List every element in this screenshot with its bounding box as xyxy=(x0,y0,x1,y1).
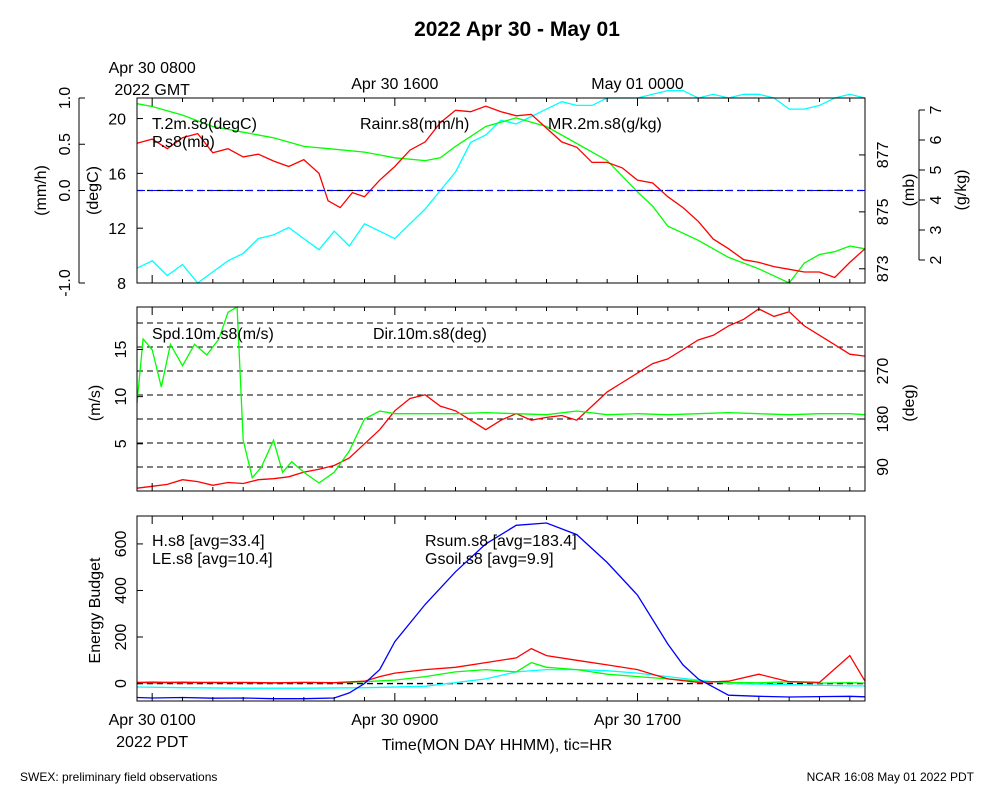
tick-deg: 180 xyxy=(875,406,892,433)
footer-right: NCAR 16:08 May 01 2022 PDT xyxy=(807,770,975,784)
series-le-line xyxy=(136,661,866,684)
legend-le: LE.s8 [avg=10.4] xyxy=(152,551,273,568)
axis-label-gkg: (g/kg) xyxy=(953,170,970,211)
tick-energy: 400 xyxy=(113,577,130,604)
bottom-axis-label: Apr 30 1700 xyxy=(594,712,681,729)
tick-deg: 270 xyxy=(875,358,892,385)
series-layer xyxy=(136,89,866,700)
bottom-axis-label: Apr 30 0900 xyxy=(351,712,438,729)
tick-energy: 200 xyxy=(113,624,130,651)
chart-title: 2022 Apr 30 - May 01 xyxy=(414,18,620,41)
top-axis-label: May 01 0000 xyxy=(591,76,684,93)
footer-left: SWEX: preliminary field observations xyxy=(20,770,217,784)
axis-label-ms: (m/s) xyxy=(87,385,104,421)
top-axis-label: Apr 30 0800 xyxy=(109,60,196,77)
tick-mb: 873 xyxy=(875,255,892,282)
tick-deg: 90 xyxy=(875,458,892,476)
text-layer: -1.00.00.51.0(mm/h)8121620(degC)87387587… xyxy=(33,60,970,751)
tick-degc: 8 xyxy=(117,276,126,293)
grid-layer xyxy=(137,189,865,685)
tick-degc: 20 xyxy=(108,112,126,129)
series-h-line xyxy=(136,647,866,684)
bottom-axis-label: 2022 PDT xyxy=(116,734,188,751)
tick-gkg: 2 xyxy=(928,255,945,264)
axis-label-mmh: (mm/h) xyxy=(33,165,50,216)
series-pressure-line xyxy=(136,103,866,284)
series-temperature-line xyxy=(136,105,866,279)
legend-rsum: Rsum.s8 [avg=183.4] xyxy=(425,533,577,550)
tick-energy: 600 xyxy=(113,530,130,557)
tick-mmh: 0.5 xyxy=(57,133,74,155)
middle-panel-frame xyxy=(136,306,866,492)
tick-degc: 12 xyxy=(108,221,126,238)
x-axis-label: Time(MON DAY HHMM), tic=HR xyxy=(382,737,612,754)
tick-mmh: -1.0 xyxy=(57,269,74,297)
axis-label-degc: (degC) xyxy=(85,166,102,215)
series-mr-line xyxy=(136,89,866,284)
legend-mr: MR.2m.s8(g/kg) xyxy=(548,116,662,133)
tick-mb: 875 xyxy=(875,198,892,225)
legend-direction: Dir.10m.s8(deg) xyxy=(373,326,487,343)
series-gsoil-line xyxy=(136,668,865,689)
top-panel-frame xyxy=(136,97,866,284)
legend-h: H.s8 [avg=33.4] xyxy=(152,533,265,550)
series-direction-line xyxy=(136,305,866,484)
top-axis-label: 2022 GMT xyxy=(114,82,190,99)
top-axis-label: Apr 30 1600 xyxy=(351,76,438,93)
tick-gkg: 5 xyxy=(928,165,945,174)
bottom-axis-label: Apr 30 0100 xyxy=(109,712,196,729)
tick-ms: 5 xyxy=(113,439,130,448)
tick-mb: 877 xyxy=(875,141,892,168)
frame-layer xyxy=(78,97,925,702)
legend-rain: Rainr.s8(mm/h) xyxy=(360,116,469,133)
legend-temperature: T.2m.s8(degC) xyxy=(152,116,257,133)
tick-ms: 10 xyxy=(113,388,130,406)
series-rsum-line xyxy=(136,522,866,700)
legend-pressure: P.s8(mb) xyxy=(152,134,215,151)
bottom-panel-frame xyxy=(136,515,866,702)
tick-mmh: 1.0 xyxy=(57,87,74,109)
axis-label-mb: (mb) xyxy=(901,174,918,207)
tick-ms: 15 xyxy=(113,340,130,358)
axis-label-deg: (deg) xyxy=(901,384,918,421)
tick-gkg: 6 xyxy=(928,135,945,144)
series-speed-line xyxy=(136,308,866,489)
tick-gkg: 4 xyxy=(928,195,945,204)
legend-gsoil: Gsoil.s8 [avg=9.9] xyxy=(425,551,554,568)
legend-speed: Spd.10m.s8(m/s) xyxy=(152,326,274,343)
tick-degc: 16 xyxy=(108,166,126,183)
tick-gkg: 3 xyxy=(928,225,945,234)
tick-energy: 0 xyxy=(113,679,130,688)
axis-label-energy: Energy Budget xyxy=(87,557,104,663)
tick-gkg: 7 xyxy=(928,105,945,114)
tick-mmh: 0.0 xyxy=(57,179,74,201)
